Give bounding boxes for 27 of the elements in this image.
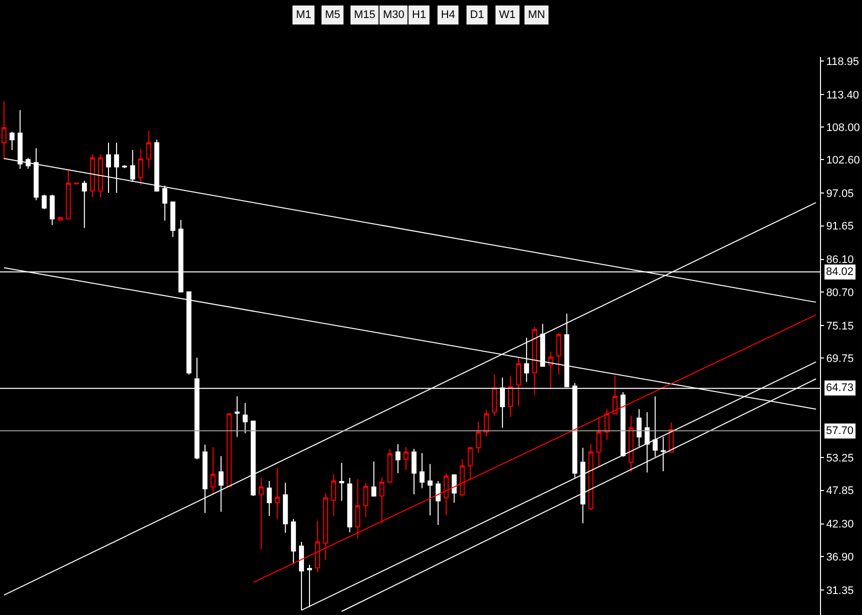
text: M5	[325, 9, 340, 21]
text: W1	[499, 9, 516, 21]
ref-line-label: 84.02	[826, 266, 854, 278]
y-tick-label: 108.00	[826, 122, 860, 134]
y-tick-label: 118.95	[826, 56, 860, 68]
y-tick-label: 47.85	[826, 485, 854, 498]
ref-line-label: 57.70	[826, 425, 854, 437]
y-tick-label: 86.10	[826, 254, 854, 266]
y-tick-label: 31.35	[826, 584, 854, 597]
text: M30	[383, 9, 404, 21]
y-tick-label: 42.30	[826, 518, 854, 531]
ref-line-label: 64.73	[826, 382, 854, 394]
text: MN	[528, 9, 546, 21]
text: D1	[470, 9, 484, 21]
text: H1	[412, 9, 426, 21]
text: M1	[296, 9, 312, 21]
y-tick-label: 97.05	[826, 188, 854, 200]
y-tick-label: 91.65	[826, 220, 854, 233]
y-tick-label: 75.15	[826, 320, 854, 332]
text: H4	[441, 9, 456, 21]
y-tick-label: 69.75	[826, 352, 854, 365]
text: M15	[354, 9, 376, 21]
y-tick-label: 113.40	[826, 89, 860, 102]
y-tick-label: 36.90	[826, 551, 854, 564]
y-tick-label: 53.25	[826, 452, 854, 465]
y-tick-label: 102.60	[826, 154, 860, 167]
y-tick-label: 80.70	[826, 286, 854, 299]
